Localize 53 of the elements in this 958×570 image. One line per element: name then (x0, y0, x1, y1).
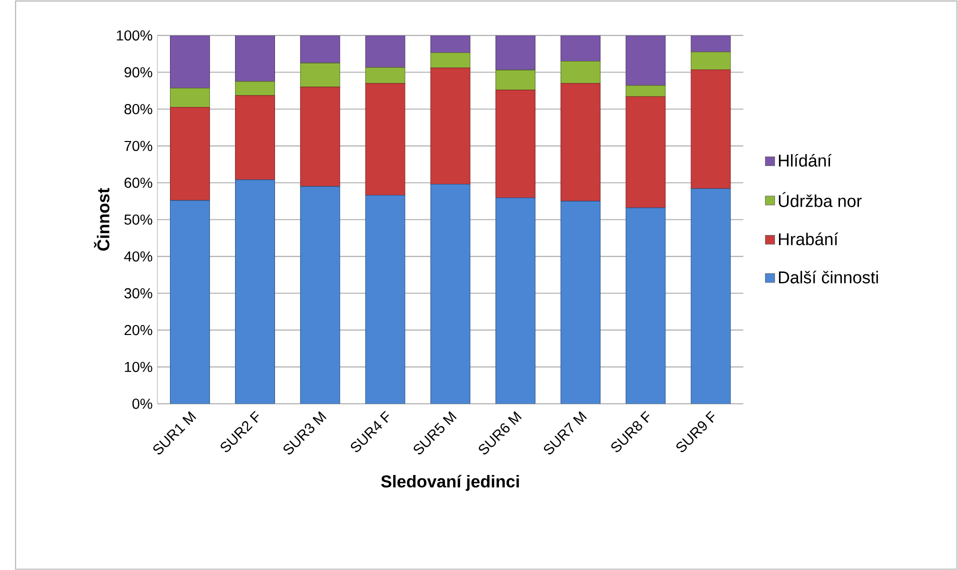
bar (170, 106, 210, 201)
bar (300, 186, 340, 404)
legend-label: Hrabání (778, 232, 838, 246)
bar (170, 35, 210, 88)
bar (235, 95, 276, 180)
y-tick-label: 10% (124, 362, 152, 372)
bar (560, 82, 601, 202)
bar (235, 35, 276, 82)
bar (365, 82, 406, 196)
bar (495, 35, 536, 70)
y-tick-label: 100% (116, 30, 152, 40)
bar (626, 35, 666, 86)
bar (170, 200, 210, 404)
bar (300, 86, 340, 187)
bar (430, 184, 470, 404)
bar (560, 35, 601, 62)
bar (690, 188, 731, 404)
bar (365, 67, 406, 84)
bar (430, 35, 470, 53)
y-tick-label: 90% (124, 67, 152, 78)
legend-label: Další činnosti (778, 270, 878, 284)
bar (690, 69, 731, 189)
legend-label: Údržba nor (778, 192, 862, 208)
bar (430, 68, 470, 184)
x-axis-title: Sledovaní jedinci (381, 474, 519, 491)
bar (235, 179, 276, 404)
bar (430, 52, 470, 68)
bar (235, 81, 276, 96)
y-tick-label: 60% (124, 178, 152, 188)
bar (495, 70, 536, 90)
bar (626, 207, 666, 404)
bar (300, 35, 340, 64)
bar (495, 90, 536, 198)
bar (626, 85, 666, 97)
y-tick-label: 40% (124, 251, 152, 262)
y-tick-label: 50% (124, 214, 152, 225)
y-tick-label: 20% (124, 324, 152, 336)
bar (690, 35, 731, 52)
bar (495, 198, 536, 404)
bar (365, 35, 406, 68)
y-tick-label: 30% (124, 288, 152, 298)
y-axis-title: Činnost (94, 188, 110, 251)
y-tick-label: 70% (124, 140, 152, 151)
bar (300, 62, 340, 88)
y-tick-label: 80% (124, 104, 152, 114)
y-tick-label: 0% (132, 398, 152, 409)
bar (626, 96, 666, 208)
bar (560, 60, 601, 84)
legend-label: Hlídání (778, 154, 832, 167)
bar (560, 200, 601, 404)
bar (690, 52, 731, 70)
bar (170, 88, 210, 108)
bar (365, 194, 406, 404)
